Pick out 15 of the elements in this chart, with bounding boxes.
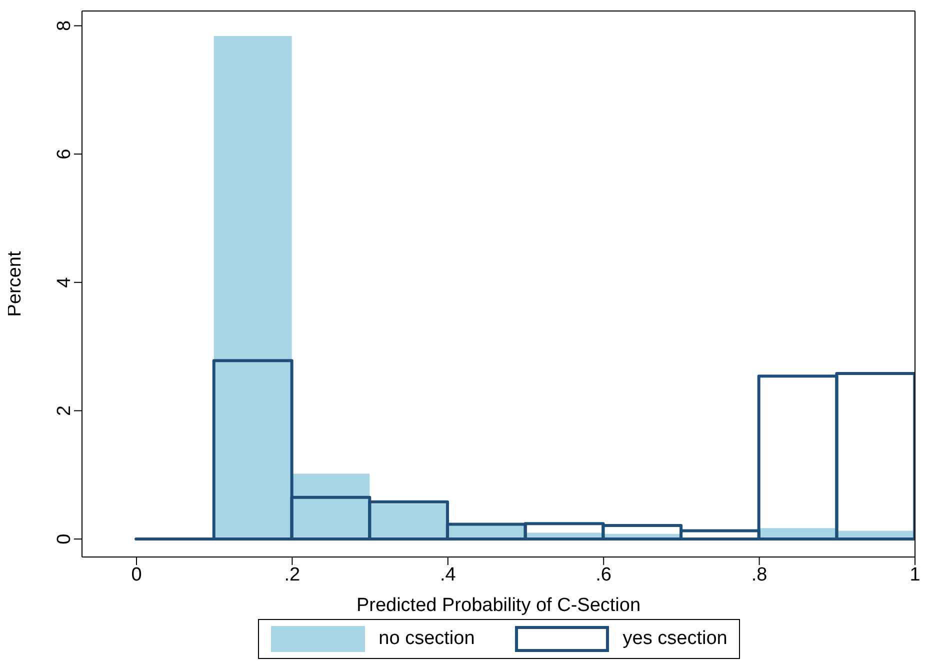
x-tick-label: .6 xyxy=(596,564,612,586)
x-tick-label: .2 xyxy=(284,564,300,586)
y-tick-label: 4 xyxy=(54,276,75,288)
y-tick-label: 6 xyxy=(54,148,75,160)
y-tick-label: 2 xyxy=(54,405,75,416)
legend-label: yes csection xyxy=(622,628,728,650)
y-tick-label: 8 xyxy=(54,20,75,32)
y-axis-title: Percent xyxy=(4,250,26,317)
x-tick-label: .8 xyxy=(751,564,768,586)
y-tick-label: 0 xyxy=(54,534,75,544)
x-axis-title: Predicted Probability of C-Section xyxy=(356,595,641,616)
x-tick-label: 1 xyxy=(910,564,920,586)
legend-label: no csection xyxy=(378,628,475,650)
x-tick-label: 0 xyxy=(131,564,142,586)
x-tick-label: .4 xyxy=(440,564,456,586)
